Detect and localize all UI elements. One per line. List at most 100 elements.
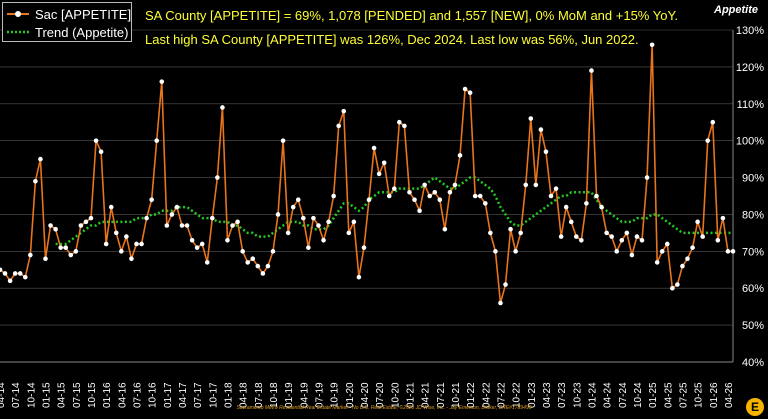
x-tick-label: 10-14 [26,382,37,408]
data-point-appetite [417,208,422,214]
data-point-appetite [260,271,266,276]
x-tick-label: 07-21 [436,382,447,408]
data-point-appetite [659,249,665,254]
x-tick-label: 10-24 [633,382,644,408]
data-point-appetite [103,241,109,247]
data-point-appetite [159,79,165,84]
data-point-appetite [397,119,402,125]
x-tick-label: 10-21 [451,382,462,408]
x-tick-label: 01-21 [405,382,416,408]
x-tick-label: 01-22 [466,382,477,408]
data-point-appetite [58,245,63,250]
data-point-appetite [22,274,28,280]
x-tick-label: 01-23 [527,382,538,408]
y-tick-label: 80% [742,209,764,221]
headline-line-2: Last high SA County [APPETITE] was 126%,… [145,32,639,47]
headline-line-1: SA County [APPETITE] = 69%, 1,078 [PENDE… [145,8,679,23]
data-point-appetite [710,119,716,125]
data-point-appetite [604,230,609,236]
data-point-appetite [457,153,463,158]
data-point-appetite [346,230,352,236]
data-point-appetite [690,245,695,250]
x-tick-label: 07-14 [11,382,22,408]
data-point-appetite [568,219,574,225]
data-point-appetite [493,249,498,254]
data-point-appetite [2,271,8,276]
data-point-appetite [488,230,493,236]
data-point-appetite [644,175,650,180]
data-point-appetite [513,249,518,254]
data-point-appetite [306,245,311,250]
x-tick-label: 07-15 [72,382,83,408]
x-tick-label: 10-19 [330,382,341,408]
y-tick-label: 120% [736,62,764,74]
data-point-appetite [154,138,160,143]
data-point-appetite [43,256,48,262]
data-point-appetite [447,190,453,195]
data-point-appetite [670,285,675,291]
data-point-appetite [392,186,397,191]
x-tick-label: 10-20 [390,382,401,408]
data-point-appetite [12,271,18,276]
data-point-appetite [649,42,655,48]
data-point-appetite [553,186,559,191]
data-point-appetite [245,260,250,265]
data-point-appetite [341,108,347,114]
data-point-appetite [725,249,731,254]
data-point-appetite [599,204,604,210]
data-point-appetite [664,241,670,247]
legend-swatch-trend [7,30,29,34]
data-point-appetite [28,252,33,258]
data-point-appetite [483,201,488,206]
data-point-appetite [685,256,690,262]
data-point-appetite [240,249,245,254]
data-point-appetite [285,230,291,236]
data-point-appetite [376,171,382,177]
data-point-appetite [558,234,564,239]
x-tick-label: 10-15 [87,382,98,408]
data-point-appetite [629,252,635,258]
y-tick-label: 50% [742,320,764,332]
data-point-appetite [33,178,38,184]
x-tick-label: 04-16 [117,382,128,408]
data-point-appetite [63,245,69,250]
data-point-appetite [169,212,175,217]
x-tick-label: 04-18 [239,382,250,408]
data-point-appetite [321,237,326,243]
data-point-appetite [371,145,377,151]
data-point-appetite [528,116,534,121]
data-point-appetite [503,282,508,287]
data-point-appetite [508,226,513,232]
x-tick-label: 01-25 [648,382,659,408]
x-tick-label: 01-16 [102,382,113,408]
x-tick-label: 04-26 [724,382,735,408]
x-tick-label: 10-16 [148,382,159,408]
data-point-appetite [124,234,129,239]
data-point-appetite [215,175,220,180]
x-tick-label: 01-17 [163,382,174,408]
data-point-appetite [609,234,614,239]
data-point-appetite [437,197,443,202]
data-point-appetite [164,223,170,228]
data-point-appetite [619,237,625,243]
legend-label-appetite: Sac [APPETITE] [35,6,132,22]
data-point-appetite [579,237,584,243]
brand-logo-icon: E [746,398,764,416]
data-point-appetite [477,193,483,199]
data-point-appetite [199,241,205,247]
x-tick-label: 10-25 [694,382,705,408]
footer-credit: Sacramento Metro Residential Real Estate… [236,405,532,411]
x-tick-label: 04-15 [57,382,68,408]
data-point-appetite [174,204,180,210]
data-point-appetite [194,245,200,250]
data-point-appetite [498,300,503,306]
data-point-appetite [225,237,230,243]
data-point-appetite [93,138,99,143]
x-tick-label: 01-26 [709,382,720,408]
data-point-appetite [149,197,154,202]
y-axis-title: Appetite [714,4,758,16]
x-tick-label: 04-23 [542,382,553,408]
x-tick-label: 04-25 [663,382,674,408]
data-point-appetite [250,256,256,262]
